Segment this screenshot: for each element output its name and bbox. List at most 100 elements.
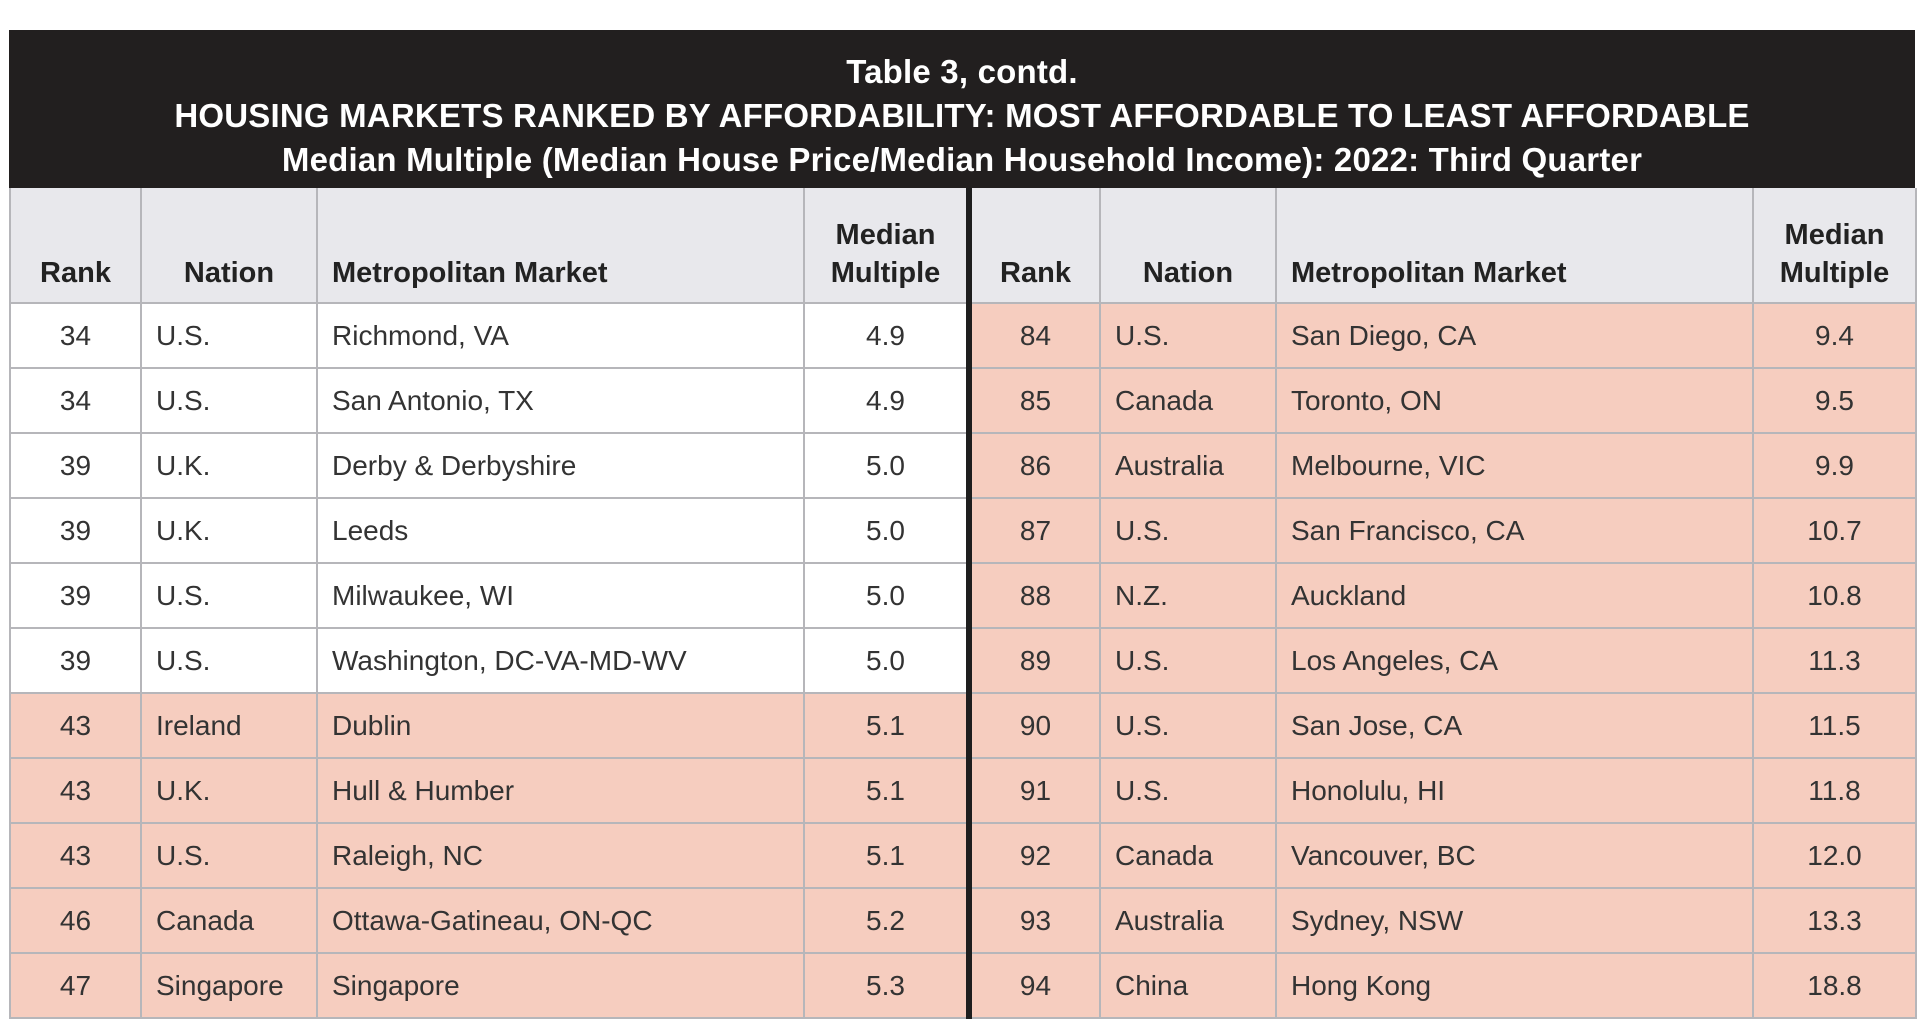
- header-nation-right: Nation: [1099, 188, 1277, 304]
- left-multiple-cell: 4.9: [803, 302, 970, 369]
- left-rank-cell: 43: [9, 822, 142, 889]
- right-market-cell: Melbourne, VIC: [1275, 432, 1754, 499]
- right-nation-cell: Canada: [1099, 367, 1277, 434]
- left-multiple-cell: 5.1: [803, 822, 970, 889]
- left-market-cell: Milwaukee, WI: [316, 562, 805, 629]
- left-market-cell: Dublin: [316, 692, 805, 759]
- affordability-table: Rank Nation Metropolitan Market Median M…: [9, 188, 1917, 1019]
- table-row: 47 Singapore Singapore 5.3 94 China Hong Kong 1…: [9, 952, 1917, 1019]
- header-nation-left: Nation: [140, 188, 318, 304]
- column-header-row: Rank Nation Metropolitan Market Median M…: [9, 188, 1917, 304]
- table-row: 43 U.S. Raleigh, NC 5.1 92 Canada Vancouver, B…: [9, 822, 1917, 889]
- left-market-cell: Singapore: [316, 952, 805, 1019]
- right-multiple-cell: 9.9: [1752, 432, 1917, 499]
- table-row: 43 Ireland Dublin 5.1 90 U.S. San Jose, CA 11.5: [9, 692, 1917, 759]
- right-multiple-cell: 18.8: [1752, 952, 1917, 1019]
- header-rank-left: Rank: [9, 188, 142, 304]
- left-market-cell: San Antonio, TX: [316, 367, 805, 434]
- left-nation-cell: Ireland: [140, 692, 318, 759]
- left-nation-cell: Canada: [140, 887, 318, 954]
- right-market-cell: Los Angeles, CA: [1275, 627, 1754, 694]
- left-nation-cell: U.S.: [140, 562, 318, 629]
- left-market-cell: Richmond, VA: [316, 302, 805, 369]
- header-multiple-line2: Multiple: [1779, 257, 1890, 289]
- left-market-cell: Leeds: [316, 497, 805, 564]
- right-nation-cell: China: [1099, 952, 1277, 1019]
- left-nation-cell: U.S.: [140, 367, 318, 434]
- header-multiple-right: Median Multiple: [1752, 188, 1917, 304]
- table-row: 39 U.S. Washington, DC-VA-MD-WV 5.0 89 U.S. Lo…: [9, 627, 1917, 694]
- left-multiple-cell: 5.0: [803, 627, 970, 694]
- right-market-cell: San Jose, CA: [1275, 692, 1754, 759]
- right-rank-cell: 92: [966, 822, 1101, 889]
- right-market-cell: Vancouver, BC: [1275, 822, 1754, 889]
- right-rank-cell: 88: [966, 562, 1101, 629]
- right-multiple-cell: 12.0: [1752, 822, 1917, 889]
- left-market-cell: Raleigh, NC: [316, 822, 805, 889]
- left-multiple-cell: 5.1: [803, 757, 970, 824]
- right-nation-cell: U.S.: [1099, 302, 1277, 369]
- left-multiple-cell: 5.0: [803, 432, 970, 499]
- left-rank-cell: 43: [9, 692, 142, 759]
- left-multiple-cell: 4.9: [803, 367, 970, 434]
- right-multiple-cell: 9.5: [1752, 367, 1917, 434]
- left-multiple-cell: 5.3: [803, 952, 970, 1019]
- left-nation-cell: Singapore: [140, 952, 318, 1019]
- left-rank-cell: 39: [9, 627, 142, 694]
- left-multiple-cell: 5.0: [803, 562, 970, 629]
- right-nation-cell: U.S.: [1099, 757, 1277, 824]
- right-multiple-cell: 11.3: [1752, 627, 1917, 694]
- header-multiple-line2: Multiple: [830, 257, 941, 289]
- right-market-cell: Sydney, NSW: [1275, 887, 1754, 954]
- table-row: 39 U.K. Leeds 5.0 87 U.S. San Francisco, CA 10.…: [9, 497, 1917, 564]
- left-market-cell: Hull & Humber: [316, 757, 805, 824]
- table-title-bar: Table 3, contd. HOUSING MARKETS RANKED B…: [9, 30, 1915, 188]
- table-subtitle: Median Multiple (Median House Price/Medi…: [281, 141, 1643, 178]
- table-row: 34 U.S. San Antonio, TX 4.9 85 Canada Toronto,…: [9, 367, 1917, 434]
- left-multiple-cell: 5.1: [803, 692, 970, 759]
- right-multiple-cell: 11.5: [1752, 692, 1917, 759]
- left-nation-cell: U.K.: [140, 757, 318, 824]
- left-rank-cell: 34: [9, 367, 142, 434]
- left-multiple-cell: 5.0: [803, 497, 970, 564]
- right-nation-cell: N.Z.: [1099, 562, 1277, 629]
- right-rank-cell: 94: [966, 952, 1101, 1019]
- affordability-table-container: Table 3, contd. HOUSING MARKETS RANKED B…: [9, 30, 1917, 1019]
- table-title: HOUSING MARKETS RANKED BY AFFORDABILITY:…: [174, 97, 1750, 134]
- header-multiple-line1: Median: [835, 219, 936, 251]
- right-rank-cell: 86: [966, 432, 1101, 499]
- right-nation-cell: Australia: [1099, 432, 1277, 499]
- right-rank-cell: 87: [966, 497, 1101, 564]
- header-market-right: Metropolitan Market: [1275, 188, 1754, 304]
- header-multiple-left: Median Multiple: [803, 188, 970, 304]
- header-rank-right: Rank: [966, 188, 1101, 304]
- table-row: 39 U.K. Derby & Derbyshire 5.0 86 Australia Me…: [9, 432, 1917, 499]
- right-nation-cell: U.S.: [1099, 692, 1277, 759]
- left-nation-cell: U.K.: [140, 432, 318, 499]
- right-market-cell: Toronto, ON: [1275, 367, 1754, 434]
- table-row: 39 U.S. Milwaukee, WI 5.0 88 N.Z. Auckland 10.8: [9, 562, 1917, 629]
- left-rank-cell: 39: [9, 562, 142, 629]
- right-rank-cell: 89: [966, 627, 1101, 694]
- right-nation-cell: Australia: [1099, 887, 1277, 954]
- right-nation-cell: U.S.: [1099, 497, 1277, 564]
- right-multiple-cell: 11.8: [1752, 757, 1917, 824]
- left-rank-cell: 39: [9, 497, 142, 564]
- left-nation-cell: U.K.: [140, 497, 318, 564]
- right-nation-cell: Canada: [1099, 822, 1277, 889]
- left-market-cell: Ottawa-Gatineau, ON-QC: [316, 887, 805, 954]
- right-market-cell: Hong Kong: [1275, 952, 1754, 1019]
- right-rank-cell: 85: [966, 367, 1101, 434]
- table-row: 43 U.K. Hull & Humber 5.1 91 U.S. Honolulu, HI…: [9, 757, 1917, 824]
- left-rank-cell: 46: [9, 887, 142, 954]
- header-multiple-line1: Median: [1784, 219, 1885, 251]
- left-multiple-cell: 5.2: [803, 887, 970, 954]
- left-nation-cell: U.S.: [140, 822, 318, 889]
- table-body: 34 U.S. Richmond, VA 4.9 84 U.S. San Diego, CA…: [9, 302, 1917, 1019]
- table-row: 46 Canada Ottawa-Gatineau, ON-QC 5.2 93 Austr…: [9, 887, 1917, 954]
- left-rank-cell: 47: [9, 952, 142, 1019]
- right-multiple-cell: 10.8: [1752, 562, 1917, 629]
- right-rank-cell: 84: [966, 302, 1101, 369]
- table-caption: Table 3, contd.: [846, 53, 1078, 90]
- header-market-left: Metropolitan Market: [316, 188, 805, 304]
